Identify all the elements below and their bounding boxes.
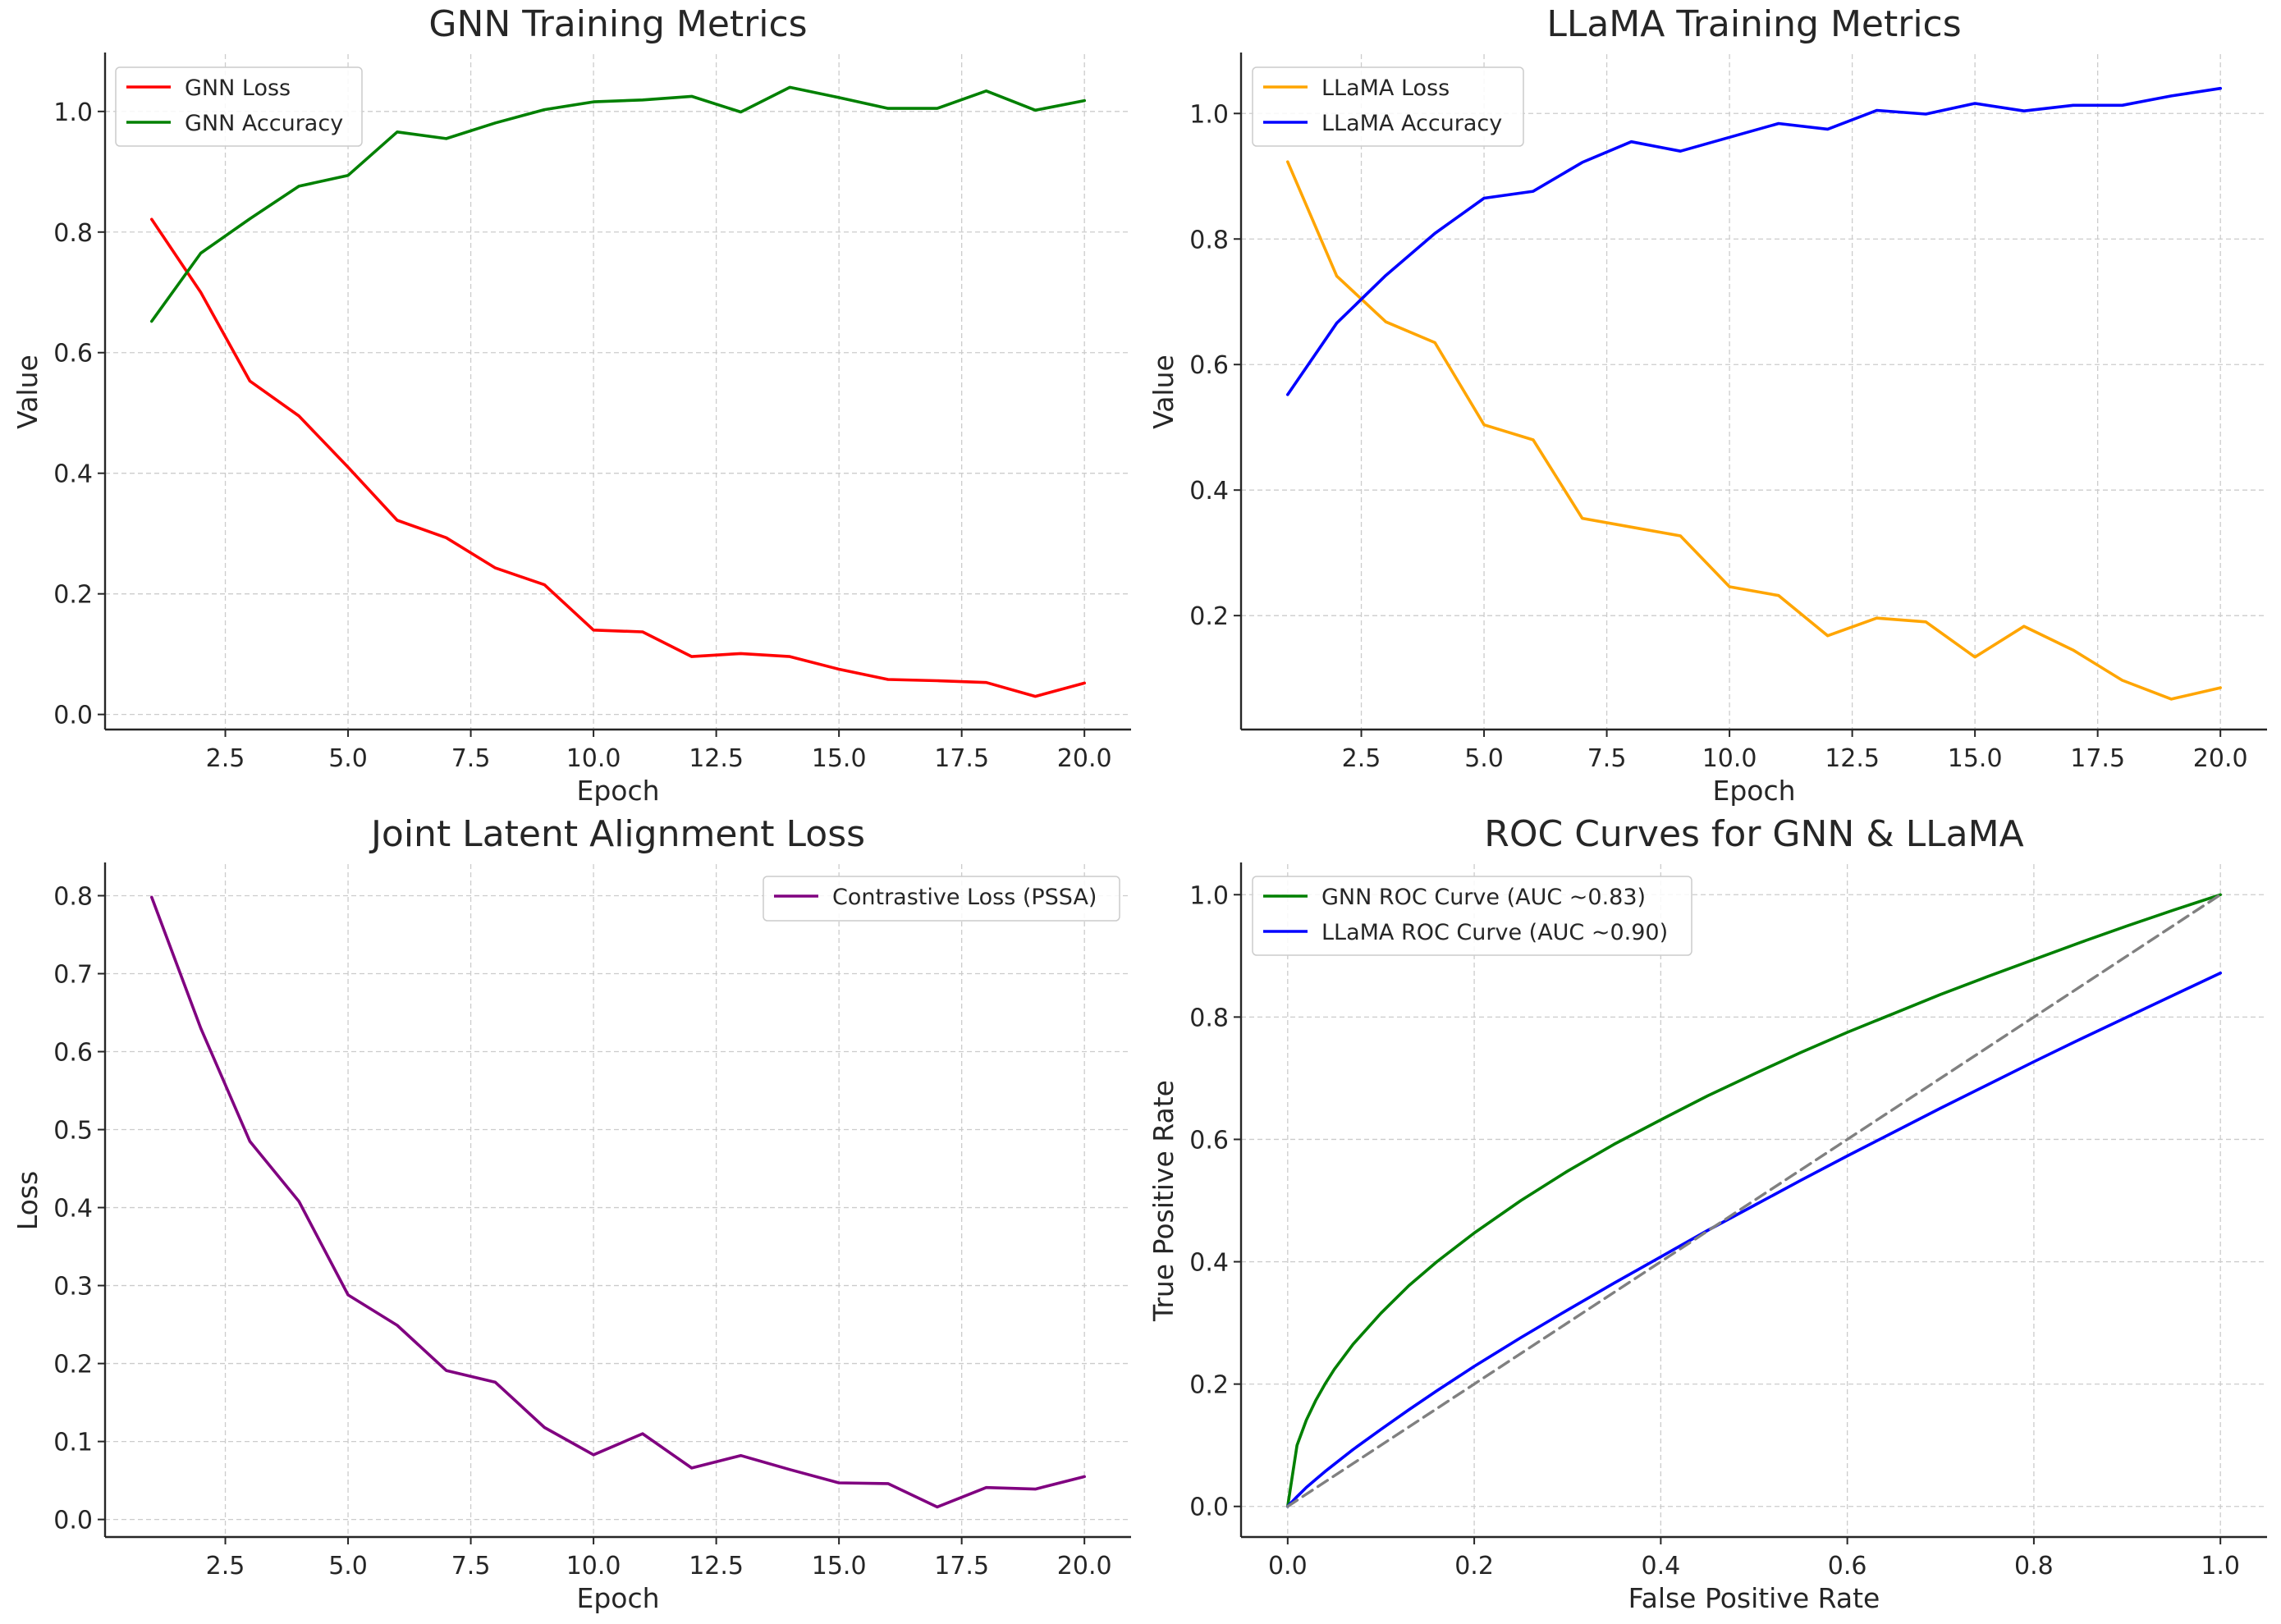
y-tick-label: 0.0 [53,1507,93,1535]
x-tick-label: 0.8 [2014,1552,2054,1581]
x-tick-label: 17.5 [934,1552,989,1581]
y-tick-label: 0.4 [53,460,93,489]
x-tick-label: 10.0 [1702,744,1757,773]
y-tick-label: 0.8 [53,882,93,911]
y-tick-label: 0.2 [53,581,93,610]
x-tick-label: 10.0 [566,744,621,773]
legend-label: LLaMA Accuracy [1321,111,1502,136]
legend-label: GNN ROC Curve (AUC ~0.83) [1321,885,1646,910]
x-tick-label: 2.5 [1342,744,1381,773]
chart-panel-4: 0.0 0.2 0.4 0.6 0.8 1.0 0.0 0.2 0.4 0.6 0.8 1.0 ROC … [1147,813,2267,1614]
x-tick-label: 7.5 [451,744,491,773]
series-line-1 [1286,160,2222,701]
x-tick-label: 15.0 [812,744,867,773]
legend: GNN Loss GNN Accuracy [115,66,363,147]
x-tick-label: 5.0 [328,1552,368,1581]
y-tick-label: 0.8 [1189,1004,1229,1032]
x-tick-label: 2.5 [206,1552,245,1581]
chart-panel-1: 2.5 5.0 7.5 10.0 12.5 15.0 17.5 20.0 0.0 0.2 0.4 0.… [11,3,1131,807]
y-tick-label: 0.6 [1189,351,1229,380]
series-line-1 [1286,893,2222,1508]
y-tick-label: 1.0 [1189,881,1229,910]
y-tick-label: 0.4 [1189,477,1229,505]
diagonal-reference-line [1286,893,2222,1508]
chart-title: Joint Latent Alignment Loss [369,813,865,855]
x-tick-label: 0.6 [1828,1552,1867,1581]
series-line-1 [150,217,1086,698]
legend: LLaMA Loss LLaMA Accuracy [1252,66,1524,147]
y-tick-label: 0.4 [1189,1249,1229,1278]
y-tick-label: 0.4 [53,1195,93,1224]
x-axis-label: False Positive Rate [1628,1582,1880,1614]
y-tick-label: 1.0 [1189,100,1229,129]
y-tick-label: 0.2 [1189,1371,1229,1400]
legend-label: LLaMA Loss [1321,75,1450,101]
x-tick-label: 10.0 [566,1552,621,1581]
y-tick-label: 0.3 [53,1273,93,1301]
legend: GNN ROC Curve (AUC ~0.83) LLaMA ROC Curve… [1252,876,1692,956]
y-tick-label: 0.2 [1189,602,1229,631]
y-tick-label: 0.6 [53,1039,93,1068]
series-line-2 [150,85,1086,323]
x-tick-label: 7.5 [1587,744,1627,773]
chart-panel-3: 2.5 5.0 7.5 10.0 12.5 15.0 17.5 20.0 0.0 0.1 0.2 0.… [11,813,1131,1614]
legend-box [115,66,363,147]
chart-title: GNN Training Metrics [428,3,807,45]
x-axis-label: Epoch [1712,775,1795,807]
y-tick-label: 0.0 [1189,1494,1229,1522]
x-tick-label: 0.2 [1454,1552,1494,1581]
x-tick-label: 15.0 [812,1552,867,1581]
y-axis-label: Value [11,355,44,429]
x-tick-label: 20.0 [1057,1552,1112,1581]
x-axis-label: Epoch [576,775,659,807]
y-tick-label: 0.0 [53,702,93,730]
y-tick-label: 0.6 [1189,1126,1229,1155]
legend-label: LLaMA ROC Curve (AUC ~0.90) [1321,920,1668,945]
legend-label: Contrastive Loss (PSSA) [832,885,1097,910]
x-tick-label: 15.0 [1948,744,2003,773]
x-tick-label: 7.5 [451,1552,491,1581]
y-axis-label: Value [1147,355,1179,429]
y-axis-label: Loss [11,1171,44,1230]
legend: Contrastive Loss (PSSA) [763,876,1120,922]
x-tick-label: 20.0 [2193,744,2248,773]
chart-panel-2: 2.5 5.0 7.5 10.0 12.5 15.0 17.5 20.0 0.2 0.4 0.6 0.… [1147,3,2267,807]
x-tick-label: 12.5 [689,744,744,773]
x-tick-label: 5.0 [1464,744,1504,773]
x-tick-label: 5.0 [328,744,368,773]
legend-label: GNN Accuracy [185,111,343,136]
y-tick-label: 0.8 [1189,226,1229,254]
y-tick-label: 0.6 [53,340,93,368]
x-tick-label: 17.5 [2070,744,2125,773]
chart-title: LLaMA Training Metrics [1546,3,1961,45]
x-tick-label: 12.5 [689,1552,744,1581]
chart-title: ROC Curves for GNN & LLaMA [1484,813,2023,855]
legend-box [1252,876,1692,956]
x-tick-label: 1.0 [2201,1552,2240,1581]
legend-box [763,876,1120,922]
x-tick-label: 12.5 [1825,744,1880,773]
y-axis-label: True Positive Rate [1147,1080,1179,1322]
y-tick-label: 0.5 [53,1117,93,1146]
x-tick-label: 0.4 [1642,1552,1681,1581]
y-tick-label: 0.1 [53,1429,93,1457]
x-tick-label: 0.0 [1268,1552,1308,1581]
y-tick-label: 0.7 [53,960,93,989]
x-tick-label: 20.0 [1057,744,1112,773]
y-tick-label: 0.2 [53,1351,93,1379]
series-line-1 [150,895,1086,1509]
y-tick-label: 1.0 [53,98,93,127]
legend-box [1252,66,1524,147]
legend-label: GNN Loss [185,75,291,101]
x-tick-label: 2.5 [206,744,245,773]
series-line-2 [1286,971,2222,1508]
x-tick-label: 17.5 [934,744,989,773]
x-axis-label: Epoch [576,1582,659,1614]
y-tick-label: 0.8 [53,219,93,248]
series-line-2 [1286,86,2222,396]
